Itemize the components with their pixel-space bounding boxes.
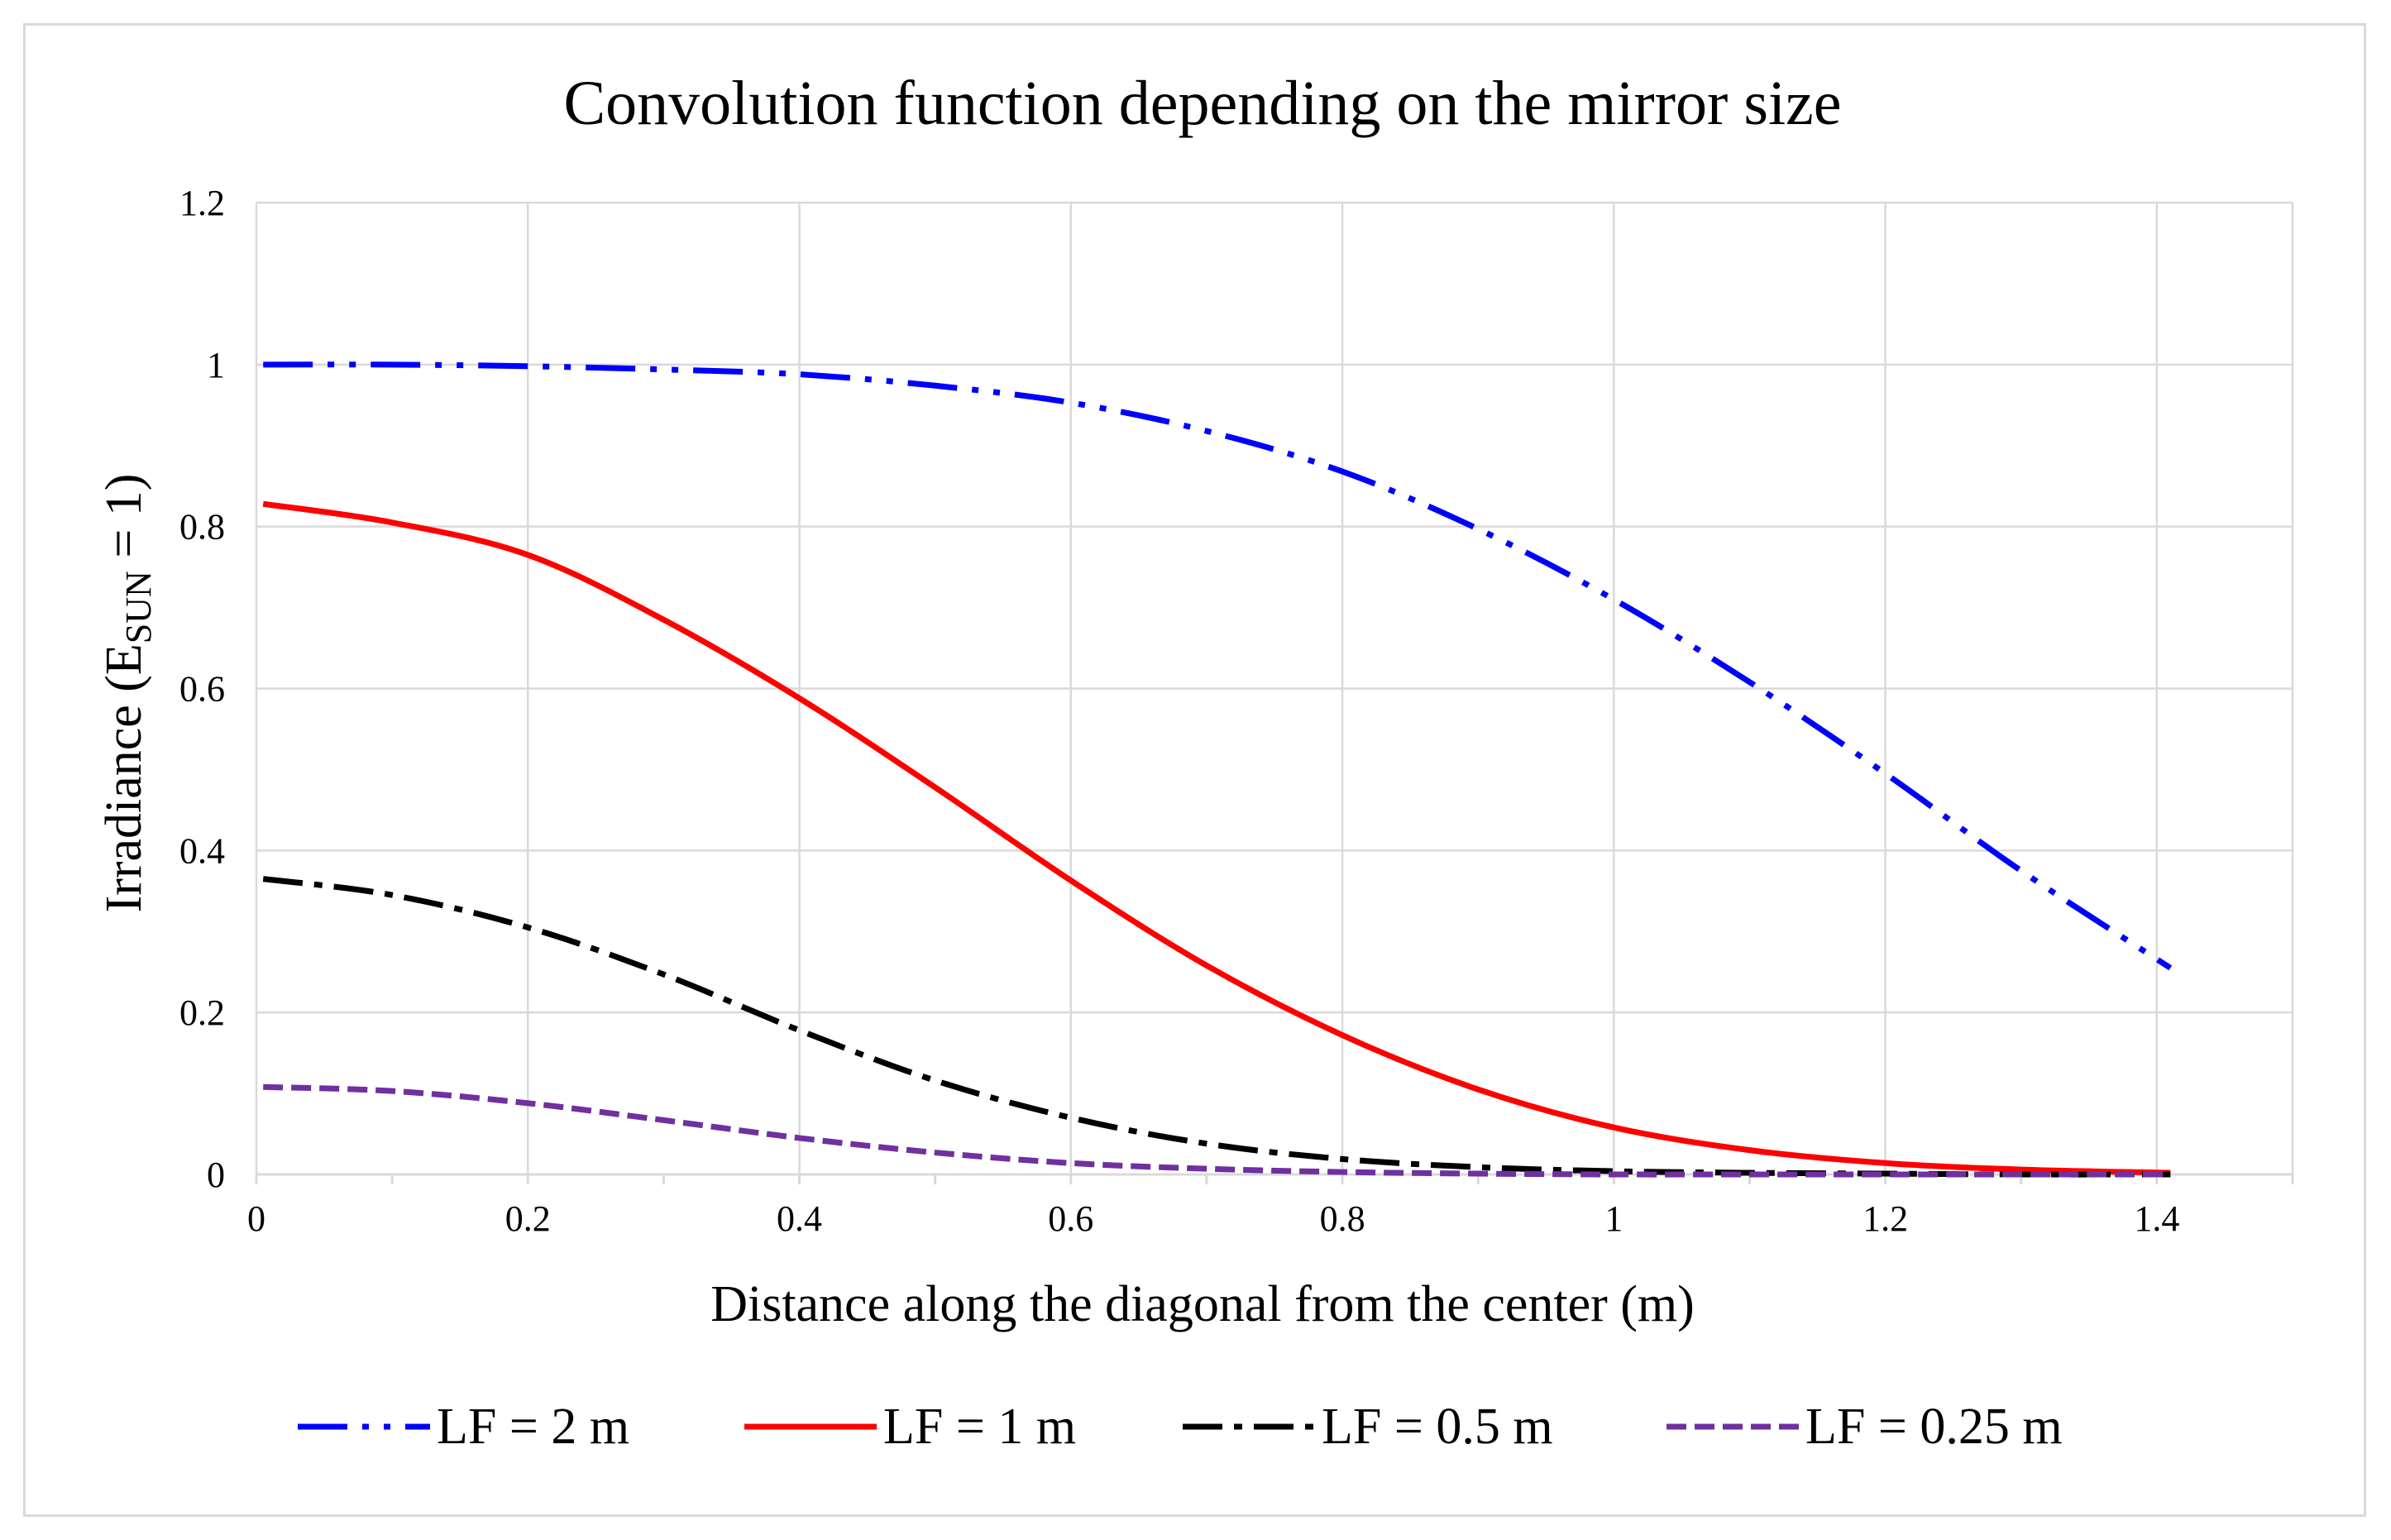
series-line-0 [263, 361, 2173, 971]
x-tick-label: 0.4 [777, 1198, 822, 1239]
y-tick-labels: 0 0.2 0.4 0.6 0.8 1 1.2 [179, 183, 225, 1195]
series-line-1 [262, 500, 2171, 1176]
legend-label-1: LF = 1 m [883, 1399, 1076, 1455]
y-tick-label: 0 [207, 1155, 225, 1195]
y-axis-title-suffix: = 1) [96, 474, 152, 572]
x-tick-labels: 0 0.2 0.4 0.6 0.8 1 1.2 1.4 [247, 1198, 2179, 1239]
series-line-3 [263, 1083, 2171, 1178]
y-tick-label: 0.4 [179, 830, 225, 871]
x-tick-label: 0.2 [505, 1198, 551, 1239]
x-tick-label: 1.4 [2134, 1198, 2179, 1239]
x-tick-label: 0 [247, 1198, 265, 1239]
y-tick-label: 0.6 [179, 669, 225, 710]
y-axis-title-main: Irradiance (E [96, 643, 152, 912]
y-tick-label: 0.2 [179, 992, 225, 1033]
y-tick-label: 1.2 [179, 183, 225, 223]
legend: LF = 2 m LF = 1 m LF = 0.5 m LF = 0.25 m [298, 1399, 2063, 1455]
x-tick-label: 1.2 [1863, 1198, 1908, 1239]
gridlines [255, 201, 2294, 1184]
x-tick-label: 1 [1604, 1198, 1623, 1239]
x-axis-title: Distance along the diagonal from the cen… [710, 1276, 1695, 1332]
legend-label-3: LF = 0.25 m [1805, 1399, 2063, 1455]
y-axis-title: Irradiance (ESUN = 1) [96, 474, 159, 913]
y-tick-label: 1 [207, 345, 225, 385]
chart-frame [23, 23, 2366, 1517]
x-tick-label: 0.8 [1320, 1198, 1365, 1239]
x-tick-label: 0.6 [1048, 1198, 1093, 1239]
chart-title: Convolution function depending on the mi… [563, 69, 1841, 138]
series-lines [262, 361, 2173, 1178]
y-axis-title-subscript: SUN [118, 571, 159, 643]
y-tick-label: 0.8 [179, 507, 225, 548]
legend-label-2: LF = 0.5 m [1322, 1399, 1553, 1455]
legend-label-0: LF = 2 m [437, 1399, 629, 1455]
